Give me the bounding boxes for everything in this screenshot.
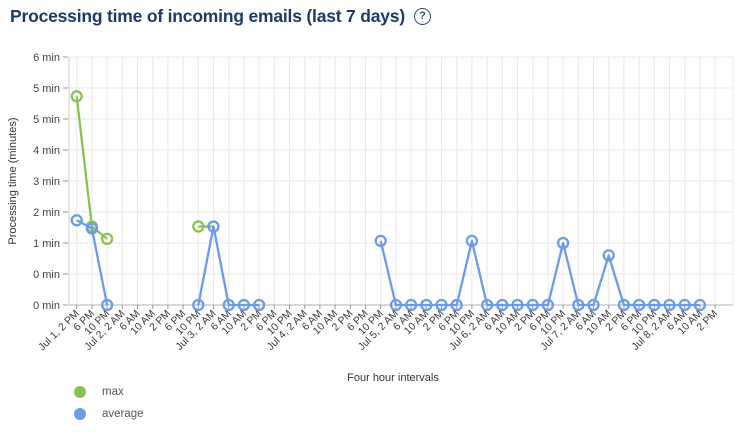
average-series-line	[76, 219, 700, 307]
y-axis-title: Processing time (minutes)	[7, 117, 19, 244]
average-data-point[interactable]	[587, 298, 600, 312]
x-axis-title: Four hour intervals	[347, 372, 439, 384]
average-data-point[interactable]	[693, 298, 707, 312]
average-data-point[interactable]	[420, 298, 433, 312]
average-data-point[interactable]	[526, 298, 539, 312]
help-icon[interactable]: ?	[413, 8, 431, 25]
average-data-point[interactable]	[572, 298, 585, 312]
max-series-swatch	[74, 386, 86, 398]
average-data-point[interactable]	[252, 298, 266, 312]
legend-label-max: max	[102, 386, 124, 398]
average-data-point[interactable]	[85, 222, 99, 235]
max-series-line	[75, 96, 214, 240]
legend-item-average[interactable]: average	[74, 406, 144, 422]
max-data-point[interactable]	[100, 232, 114, 246]
average-data-point[interactable]	[222, 298, 235, 312]
legend: max average	[74, 384, 144, 428]
average-data-point[interactable]	[70, 214, 83, 227]
average-data-point[interactable]	[389, 298, 403, 312]
average-data-point[interactable]	[207, 220, 220, 233]
chart-header: Processing time of incoming emails (last…	[10, 6, 431, 27]
y-tick-label: 5 min	[33, 114, 60, 126]
average-data-point[interactable]	[663, 298, 676, 312]
average-series-swatch	[74, 408, 86, 420]
average-data-point[interactable]	[450, 298, 463, 312]
average-data-point[interactable]	[632, 298, 646, 312]
y-tick-label: 6 min	[33, 52, 60, 64]
average-data-point[interactable]	[404, 298, 418, 312]
max-data-point[interactable]	[70, 90, 83, 103]
average-data-point[interactable]	[541, 298, 555, 312]
average-data-point[interactable]	[602, 249, 615, 262]
y-tick-label: 3 min	[33, 176, 60, 188]
legend-label-average: average	[102, 408, 144, 420]
average-data-point[interactable]	[480, 298, 494, 312]
average-data-point[interactable]	[465, 234, 479, 248]
y-tick-label: 5 min	[33, 83, 60, 95]
average-data-point[interactable]	[192, 298, 205, 312]
average-data-point[interactable]	[556, 236, 570, 250]
average-data-point[interactable]	[100, 298, 114, 312]
legend-item-max[interactable]: max	[74, 384, 144, 400]
average-data-point[interactable]	[435, 298, 448, 312]
y-tick-label: 0 min	[33, 269, 60, 281]
average-data-point[interactable]	[678, 298, 691, 312]
y-tick-label: 2 min	[33, 207, 60, 219]
y-tick-label: 0 min	[33, 300, 60, 312]
average-data-point[interactable]	[496, 298, 509, 312]
y-tick-label: 1 min	[33, 238, 60, 250]
max-data-point[interactable]	[192, 220, 205, 233]
average-data-point[interactable]	[617, 298, 631, 312]
x-tick-label: Jul 1, 2 PM	[36, 308, 82, 354]
average-data-point[interactable]	[511, 298, 524, 312]
average-data-point[interactable]	[648, 298, 661, 312]
y-tick-label: 4 min	[33, 145, 60, 157]
page-title: Processing time of incoming emails (last…	[10, 6, 405, 26]
average-data-point[interactable]	[374, 234, 387, 248]
average-data-point[interactable]	[237, 298, 251, 312]
